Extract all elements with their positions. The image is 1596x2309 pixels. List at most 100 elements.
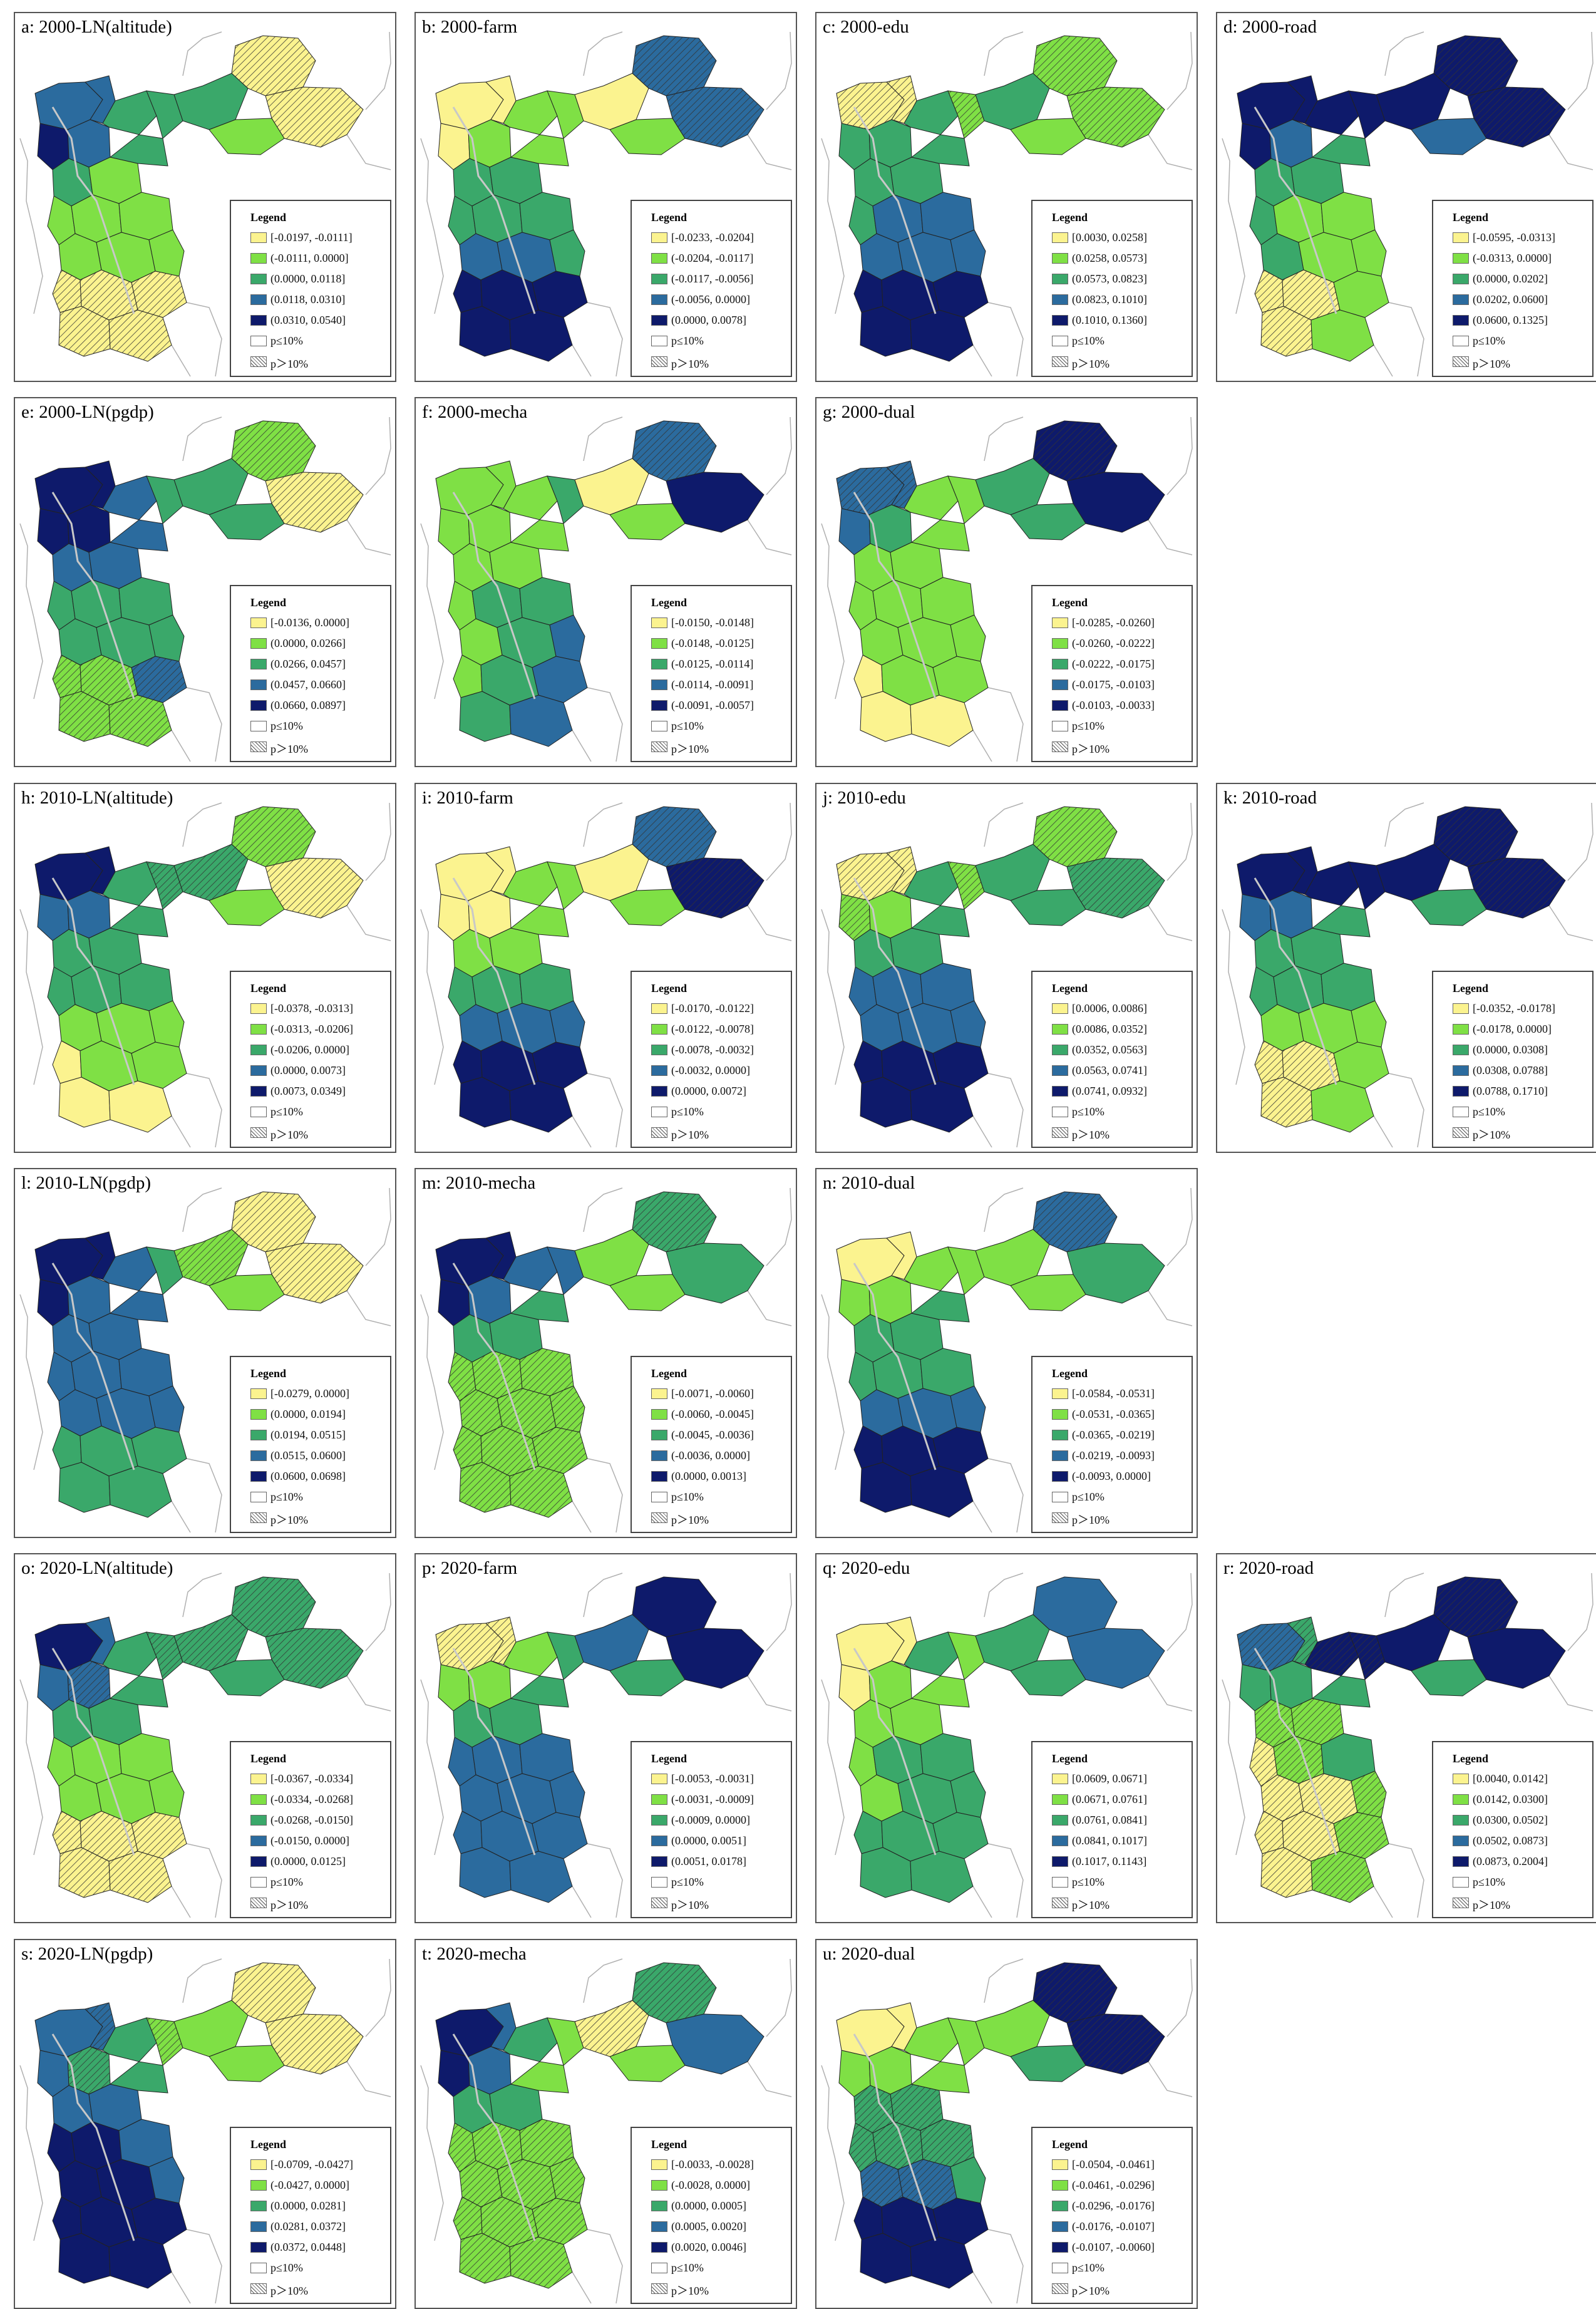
legend-entry: p≤10%: [651, 1876, 791, 1889]
legend-box: Legend [0.0030, 0.0258] (0.0258, 0.0573] (0…: [1031, 200, 1193, 377]
legend-swatch: [651, 1512, 667, 1523]
panel-title: c: 2000-edu: [823, 17, 909, 37]
significance-hatch: [1255, 1811, 1284, 1854]
legend-entry: (0.0660, 0.0897]: [250, 699, 391, 713]
legend-label: (0.0258, 0.0573]: [1072, 252, 1147, 264]
legend-entry: (0.0573, 0.0823]: [1052, 272, 1192, 286]
legend-box: Legend [0.0609, 0.0671] (0.0671, 0.0761] (0…: [1031, 1741, 1193, 1918]
river-line: [853, 2033, 937, 2241]
map-region: [920, 1733, 975, 1782]
significance-hatch: [174, 1229, 248, 1286]
legend-entry: p＞10%: [1052, 1126, 1192, 1141]
legend-swatch: [250, 2242, 267, 2253]
legend-entry: p≤10%: [1052, 334, 1192, 348]
legend-label: p＞10%: [270, 1129, 308, 1141]
significance-hatch: [472, 2122, 522, 2169]
legend-title: Legend: [250, 596, 287, 609]
river-line: [452, 877, 536, 1085]
significance-hatch: [632, 421, 716, 481]
legend-label: (0.0086, 0.0352]: [1072, 1023, 1147, 1035]
legend-swatch: [651, 2263, 667, 2273]
significance-hatch: [109, 695, 172, 746]
legend-label: [-0.0584, -0.0531]: [1072, 1387, 1155, 1400]
significance-hatch: [232, 1963, 316, 2023]
map-panel: a: 2000-LN(altitude) Legend [-0.0197, -0.0…: [14, 12, 396, 382]
legend-swatch: [651, 1898, 667, 1908]
map-region: [950, 1385, 986, 1433]
map-region: [910, 2061, 970, 2094]
legend-label: (-0.0078, -0.0032]: [671, 1043, 754, 1056]
legend-entry: [-0.0504, -0.0461]: [1052, 2158, 1192, 2172]
legend-label: p≤10%: [1072, 334, 1104, 347]
legend-label: (-0.0031, -0.0009]: [671, 1793, 754, 1805]
legend-title: Legend: [651, 211, 687, 224]
map-region: [509, 695, 573, 747]
map-region: [910, 2236, 974, 2289]
river-line: [1254, 106, 1337, 314]
legend-entry: p＞10%: [651, 355, 791, 370]
legend-swatch: [1052, 2263, 1068, 2273]
legend-entry: p＞10%: [651, 2282, 791, 2297]
legend-entry: (-0.0122, -0.0078]: [651, 1023, 791, 1036]
significance-hatch: [232, 36, 316, 96]
legend-box: Legend [-0.0170, -0.0122] (-0.0122, -0.007…: [631, 971, 792, 1148]
significance-hatch: [1033, 1963, 1117, 2023]
legend-swatch: [1453, 356, 1469, 367]
legend-entry: p≤10%: [651, 1490, 791, 1504]
legend-entry: (-0.0056, 0.0000]: [651, 293, 791, 307]
legend-entry: (-0.0175, -0.0103]: [1052, 678, 1192, 692]
significance-hatch: [1033, 36, 1117, 96]
map-region: [510, 1675, 569, 1708]
legend-label: (0.0000, 0.0072]: [671, 1085, 746, 1097]
legend-swatch: [1453, 336, 1469, 346]
map-region: [173, 458, 249, 515]
admin-boundary: [19, 802, 391, 1148]
legend-label: [-0.0233, -0.0204]: [671, 231, 754, 244]
legend-label: (0.0741, 0.0932]: [1072, 1085, 1147, 1097]
map-region: [1411, 889, 1487, 926]
legend-entry: (0.0671, 0.0761]: [1052, 1793, 1192, 1807]
legend-entry: (0.0194, 0.0515]: [250, 1428, 391, 1442]
legend-swatch: [651, 294, 667, 305]
legend-label: (0.0118, 0.0310]: [270, 293, 346, 306]
legend-box: Legend [0.0040, 0.0142] (0.0142, 0.0300] (0…: [1432, 1741, 1593, 1918]
river-line: [452, 2033, 536, 2241]
map-region: [547, 861, 584, 910]
legend-label: (0.0000, 0.0051]: [671, 1834, 746, 1847]
legend-label: p＞10%: [671, 743, 709, 755]
legend-swatch: [651, 2283, 667, 2294]
legend-entry: (0.0372, 0.0448]: [250, 2241, 391, 2255]
map-region: [975, 2000, 1050, 2057]
legend-entry: (-0.0204, -0.0117]: [651, 252, 791, 266]
legend-label: [-0.0504, -0.0461]: [1072, 2158, 1155, 2171]
significance-hatch: [265, 858, 363, 918]
legend-box: Legend [-0.0584, -0.0531] (-0.0531, -0.036…: [1031, 1356, 1193, 1533]
significance-hatch: [109, 1851, 172, 1903]
legend-swatch: [651, 336, 667, 346]
legend-entry: (0.0000, 0.0013]: [651, 1470, 791, 1484]
legend-label: (0.0281, 0.0372]: [270, 2220, 346, 2233]
map-region: [510, 134, 569, 167]
significance-hatch: [887, 461, 917, 509]
significance-hatch: [265, 472, 363, 532]
map-region: [148, 229, 185, 277]
legend-label: p＞10%: [1072, 1514, 1109, 1526]
legend-label: p≤10%: [671, 2261, 704, 2274]
legend-swatch: [250, 2221, 267, 2232]
legend-entry: (0.0000, 0.0072]: [651, 1085, 791, 1098]
legend-label: [-0.0378, -0.0313]: [270, 1002, 353, 1015]
admin-boundary: [420, 1573, 792, 1918]
map-region: [519, 1733, 574, 1782]
legend-label: (0.0600, 0.1325]: [1473, 314, 1548, 326]
legend-label: [0.0609, 0.0671]: [1072, 1772, 1147, 1785]
legend-box: Legend [-0.0279, 0.0000] (0.0000, 0.0194] (…: [230, 1356, 391, 1533]
legend-swatch: [1052, 1492, 1068, 1502]
legend-entry: (-0.0222, -0.0175]: [1052, 658, 1192, 671]
legend-box: Legend [-0.0352, -0.0178] (-0.0178, 0.0000…: [1432, 971, 1593, 1148]
legend-entry: [-0.0285, -0.0260]: [1052, 616, 1192, 630]
legend-label: (-0.0461, -0.0296]: [1072, 2179, 1155, 2191]
legend-label: (-0.0268, -0.0150]: [270, 1814, 353, 1826]
legend-label: (-0.0091, -0.0057]: [671, 699, 754, 711]
significance-hatch: [265, 1628, 363, 1688]
map-region: [975, 844, 1050, 901]
